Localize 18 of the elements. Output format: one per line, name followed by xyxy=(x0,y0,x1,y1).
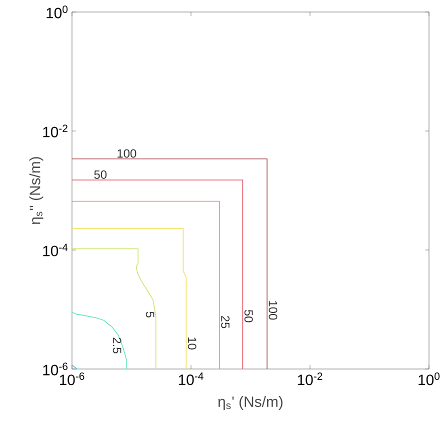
text: 10 xyxy=(188,338,196,350)
x-tick-label: 10$^{-6}$ xyxy=(60,372,84,386)
x-tick-label: 10$^{-4}$ xyxy=(178,372,204,386)
x-tick-label: 10$^{0}$ xyxy=(418,372,440,386)
text: 25 xyxy=(221,316,230,328)
text: 100 xyxy=(268,301,278,320)
y-axis-title: η$_{s}$'' (Ns/m) xyxy=(29,157,44,224)
x-tick-label: 10$^{-2}$ xyxy=(298,372,322,386)
annotation: 100 xyxy=(118,149,136,158)
y-tick-label: 10$^{-6}$ xyxy=(43,362,68,376)
x-axis-title: η$_{s}$' (Ns/m) xyxy=(218,396,282,410)
text: 5 xyxy=(146,312,154,318)
text: 50 xyxy=(244,310,253,322)
y-tick-label: 10$^{0}$ xyxy=(46,6,68,18)
y-tick-label: 10$^{-2}$ xyxy=(43,124,68,138)
annotation: 50 xyxy=(94,170,107,179)
y-tick-label: 10$^{-4}$ xyxy=(43,244,68,256)
text: 2.5 xyxy=(112,338,122,354)
